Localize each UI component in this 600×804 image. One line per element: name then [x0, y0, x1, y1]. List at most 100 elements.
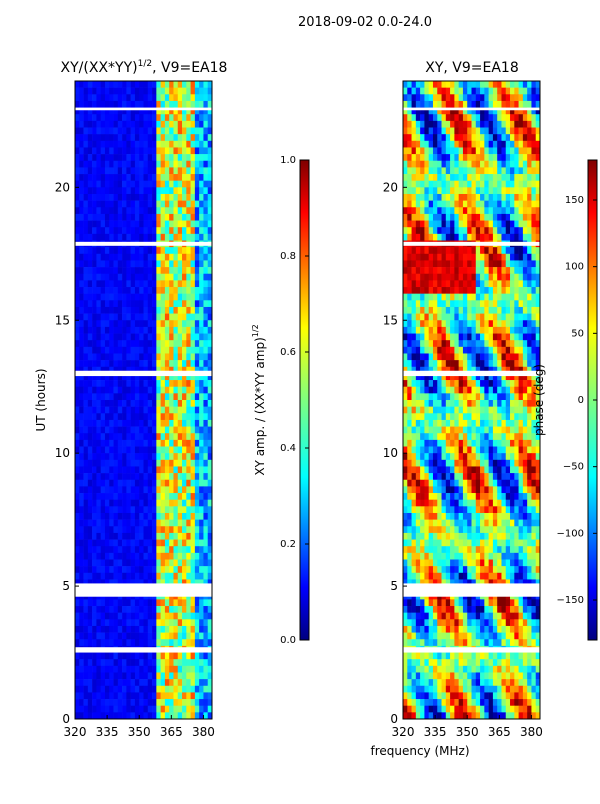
heatmap-cell — [88, 234, 93, 241]
heatmap-cell — [472, 141, 477, 148]
heatmap-cell — [156, 147, 161, 154]
heatmap-cell — [489, 300, 494, 307]
heatmap-cell — [420, 387, 425, 394]
heatmap-cell — [122, 400, 127, 407]
heatmap-cell — [92, 513, 97, 520]
heatmap-cell — [139, 533, 144, 540]
heatmap-cell — [161, 347, 166, 354]
heatmap-cell — [79, 174, 84, 181]
heatmap-cell — [506, 207, 511, 214]
heatmap-cell — [118, 486, 123, 493]
heatmap-cell — [191, 134, 196, 141]
heatmap-cell — [523, 194, 528, 201]
heatmap-cell — [126, 167, 131, 174]
heatmap-cell — [178, 546, 183, 553]
heatmap-cell — [506, 214, 511, 221]
heatmap-cell — [403, 433, 408, 440]
heatmap-cell — [199, 427, 204, 434]
heatmap-cell — [510, 194, 515, 201]
heatmap-cell — [75, 167, 80, 174]
heatmap-cell — [442, 181, 447, 188]
heatmap-cell — [135, 699, 140, 706]
heatmap-cell — [114, 234, 119, 241]
heatmap-cell — [173, 128, 178, 135]
heatmap-cell — [407, 121, 412, 128]
heatmap-cell — [105, 360, 110, 367]
heatmap-cell — [173, 101, 178, 108]
heatmap-cell — [186, 606, 191, 613]
heatmap-cell — [118, 201, 123, 208]
heatmap-cell — [118, 267, 123, 274]
heatmap-cell — [424, 254, 429, 261]
heatmap-cell — [118, 327, 123, 334]
heatmap-cell — [131, 194, 136, 201]
heatmap-cell — [173, 340, 178, 347]
heatmap-cell — [514, 453, 519, 460]
heatmap-cell — [152, 174, 157, 181]
heatmap-cell — [454, 174, 459, 181]
heatmap-cell — [148, 147, 153, 154]
heatmap-cell — [144, 147, 149, 154]
heatmap-cell — [420, 141, 425, 148]
heatmap-cell — [105, 540, 110, 547]
heatmap-cell — [514, 214, 519, 221]
blank-row — [75, 371, 212, 376]
heatmap-cell — [467, 453, 472, 460]
heatmap-cell — [156, 486, 161, 493]
heatmap-cell — [131, 393, 136, 400]
heatmap-cell — [144, 460, 149, 467]
heatmap-cell — [118, 380, 123, 387]
heatmap-cell — [186, 553, 191, 560]
heatmap-cell — [92, 327, 97, 334]
heatmap-cell — [75, 553, 80, 560]
heatmap-cell — [148, 407, 153, 414]
heatmap-cell — [152, 506, 157, 513]
heatmap-cell — [131, 134, 136, 141]
heatmap-cell — [105, 633, 110, 640]
heatmap-cell — [199, 533, 204, 540]
heatmap-cell — [416, 167, 421, 174]
heatmap-cell — [186, 360, 191, 367]
heatmap-cell — [101, 679, 106, 686]
heatmap-cell — [139, 686, 144, 693]
heatmap-cell — [161, 672, 166, 679]
heatmap-cell — [178, 493, 183, 500]
heatmap-cell — [484, 353, 489, 360]
heatmap-cell — [161, 114, 166, 121]
heatmap-cell — [412, 167, 417, 174]
heatmap-cell — [203, 493, 208, 500]
heatmap-cell — [79, 513, 84, 520]
heatmap-cell — [407, 274, 412, 281]
heatmap-cell — [429, 234, 434, 241]
heatmap-cell — [433, 174, 438, 181]
heatmap-cell — [506, 221, 511, 228]
heatmap-cell — [96, 167, 101, 174]
heatmap-cell — [416, 94, 421, 101]
heatmap-cell — [412, 128, 417, 135]
heatmap-cell — [199, 692, 204, 699]
heatmap-cell — [105, 187, 110, 194]
heatmap-cell — [450, 466, 455, 473]
heatmap-cell — [186, 181, 191, 188]
heatmap-cell — [463, 181, 468, 188]
heatmap-cell — [139, 692, 144, 699]
heatmap-cell — [463, 194, 468, 201]
heatmap-cell — [173, 307, 178, 314]
heatmap-cell — [510, 347, 515, 354]
heatmap-cell — [122, 520, 127, 527]
heatmap-cell — [165, 573, 170, 580]
heatmap-cell — [96, 221, 101, 228]
heatmap-cell — [148, 526, 153, 533]
heatmap-cell — [139, 626, 144, 633]
heatmap-cell — [75, 466, 80, 473]
heatmap-cell — [501, 234, 506, 241]
heatmap-cell — [118, 699, 123, 706]
heatmap-cell — [114, 706, 119, 713]
heatmap-cell — [79, 486, 84, 493]
heatmap-cell — [195, 128, 200, 135]
heatmap-cell — [497, 141, 502, 148]
heatmap-cell — [433, 214, 438, 221]
heatmap-cell — [442, 334, 447, 341]
heatmap-cell — [476, 380, 481, 387]
heatmap-cell — [118, 413, 123, 420]
